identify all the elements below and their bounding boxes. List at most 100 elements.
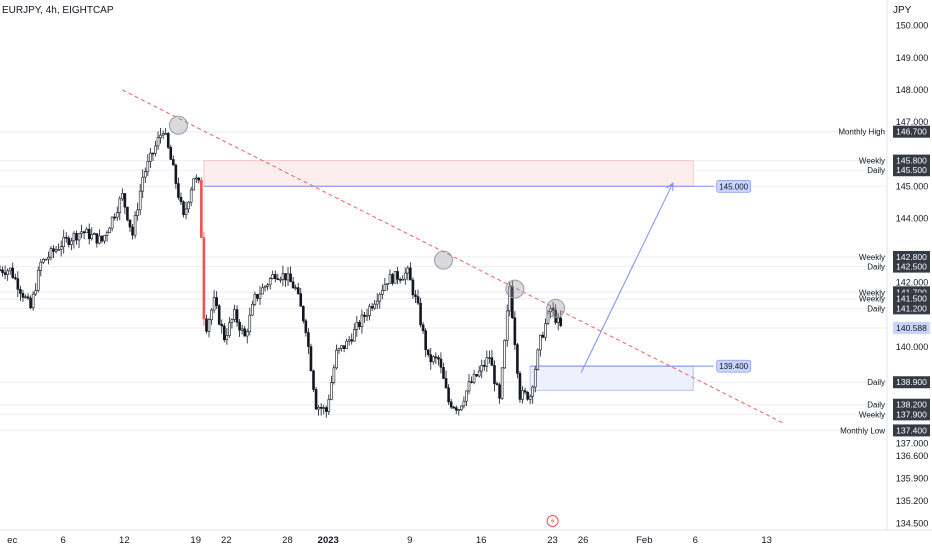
x-tick-label: 16 — [476, 535, 487, 546]
candle-body — [228, 322, 231, 336]
candle-body — [345, 340, 348, 349]
level-annotation: Daily — [867, 304, 885, 313]
candle-body — [307, 332, 310, 347]
candle-body — [335, 349, 338, 369]
candle-body — [454, 407, 458, 411]
candle-body — [159, 134, 162, 139]
candle-body — [500, 367, 504, 399]
x-tick-label: 23 — [547, 535, 558, 546]
candle-body — [197, 177, 201, 181]
candle-body — [419, 302, 422, 326]
candle-body — [324, 407, 328, 412]
candle-body — [388, 274, 392, 284]
candle-body — [546, 311, 550, 324]
projection-arrow — [580, 182, 674, 373]
candle-body — [143, 171, 147, 178]
candle-body — [475, 374, 478, 377]
candle-body — [472, 374, 476, 383]
candle-body — [360, 314, 364, 327]
candle-body — [118, 198, 122, 214]
candle-body — [513, 317, 517, 345]
candle-body — [447, 387, 450, 403]
candle-body — [146, 161, 150, 172]
candle-body — [296, 287, 300, 294]
candle-body — [72, 233, 76, 242]
candle-body — [449, 401, 453, 408]
candle-body — [233, 309, 236, 320]
candle-body — [39, 261, 43, 271]
candle-body — [508, 285, 512, 312]
candle-body — [87, 228, 91, 240]
candle-body — [16, 278, 20, 290]
candle-body — [149, 152, 152, 162]
candle-body — [434, 356, 438, 359]
level-annotation: Daily — [867, 263, 885, 272]
candle-body — [268, 278, 272, 286]
candle-body — [495, 383, 499, 386]
candle-body — [44, 258, 48, 261]
candle-body — [243, 328, 246, 337]
y-tick-label: 137.000 — [896, 438, 929, 448]
y-tick-label: 147.000 — [896, 117, 929, 127]
y-tick-label: 148.000 — [896, 85, 929, 95]
candle-body — [266, 284, 269, 287]
candle-body — [8, 267, 12, 272]
candle-body — [276, 278, 280, 280]
candle-body — [284, 273, 287, 281]
candle-body — [526, 391, 529, 400]
candle-body — [406, 267, 410, 274]
price-tag — [893, 164, 930, 177]
candle-body — [192, 178, 196, 191]
candle-body — [220, 323, 224, 327]
y-tick-label: 150.000 — [896, 21, 929, 31]
candle-body — [544, 323, 547, 338]
x-tick-label: 9 — [407, 535, 412, 546]
candle-body — [141, 176, 145, 192]
candle-body — [531, 386, 535, 397]
candle-body — [64, 236, 68, 239]
y-tick-label: 144.000 — [896, 213, 929, 223]
y-tick-label: 149.000 — [896, 53, 929, 63]
candle-body — [375, 300, 379, 305]
candle-body — [258, 293, 262, 299]
level-annotation: Daily — [867, 401, 885, 410]
candle-body — [393, 271, 397, 284]
candle-body — [11, 267, 15, 278]
candle-body — [251, 303, 254, 316]
price-tag — [893, 125, 930, 138]
x-tick-label: 26 — [578, 535, 589, 546]
price-tag — [893, 250, 930, 263]
candle-body — [248, 314, 252, 332]
candle-body — [383, 284, 387, 291]
candle-body — [194, 177, 198, 180]
candle-body — [541, 334, 545, 338]
candle-body — [36, 270, 40, 291]
candle-body — [556, 317, 560, 323]
candle-body — [136, 209, 139, 216]
projection-arrow-head — [666, 182, 674, 192]
candle-body — [261, 287, 264, 295]
candle-body — [200, 179, 203, 238]
candle-body — [103, 235, 106, 242]
candle-body — [467, 381, 471, 392]
candle-body — [100, 235, 104, 242]
candle-body — [396, 271, 399, 280]
candle-body — [437, 357, 440, 360]
candle-body — [177, 183, 180, 198]
candle-body — [26, 296, 30, 299]
candle-body — [67, 237, 71, 245]
y-tick-label: 136.600 — [896, 451, 929, 461]
touch-point-circle — [434, 250, 453, 270]
x-tick-label: 22 — [221, 535, 232, 546]
candle-body — [225, 335, 229, 341]
candle-body — [174, 164, 178, 184]
price-tag — [893, 292, 930, 305]
candle-body — [503, 340, 506, 369]
lightning-icon — [550, 517, 555, 525]
x-tick-label: Feb — [636, 535, 652, 546]
candle-body — [256, 294, 259, 299]
candle-body — [523, 390, 527, 393]
candle-body — [115, 212, 119, 218]
